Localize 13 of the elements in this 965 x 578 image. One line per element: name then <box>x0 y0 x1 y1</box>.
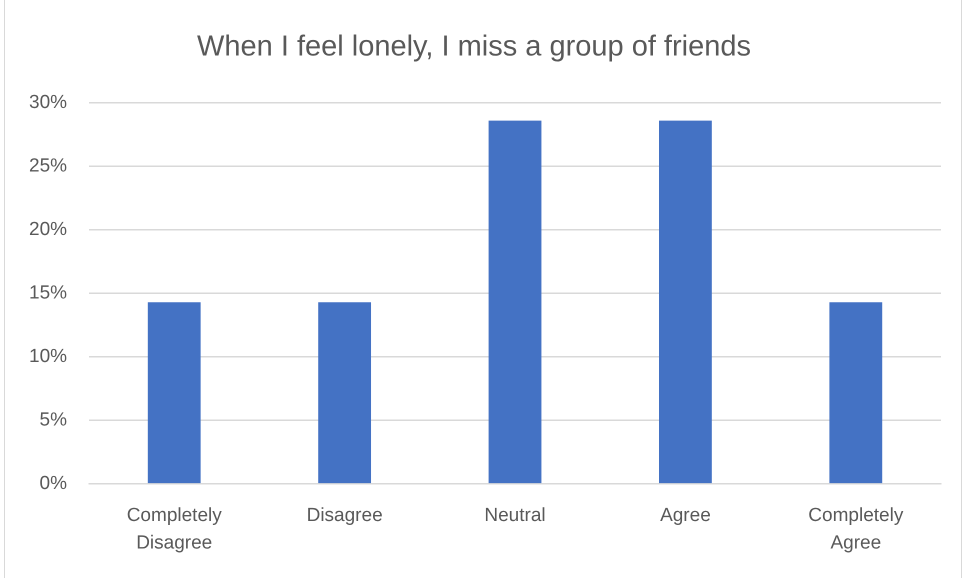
x-tick-label: Neutral <box>484 504 546 526</box>
y-tick-label: 0% <box>40 473 68 494</box>
y-tick-label: 10% <box>28 346 68 368</box>
y-tick-label: 30% <box>28 92 68 114</box>
x-tick-label: Disagree <box>306 504 383 526</box>
y-tick-label: 5% <box>40 410 68 431</box>
x-tick-label: Completely Disagree <box>126 504 222 554</box>
x-tick-label: Agree <box>660 504 711 526</box>
y-tick-label: 20% <box>28 219 68 240</box>
y-tick-label: 15% <box>28 282 68 304</box>
y-tick-label: 25% <box>28 156 68 177</box>
x-tick-label: Completely Agree <box>808 504 904 554</box>
chart-title: When I feel lonely, I miss a group of friends <box>197 30 751 62</box>
